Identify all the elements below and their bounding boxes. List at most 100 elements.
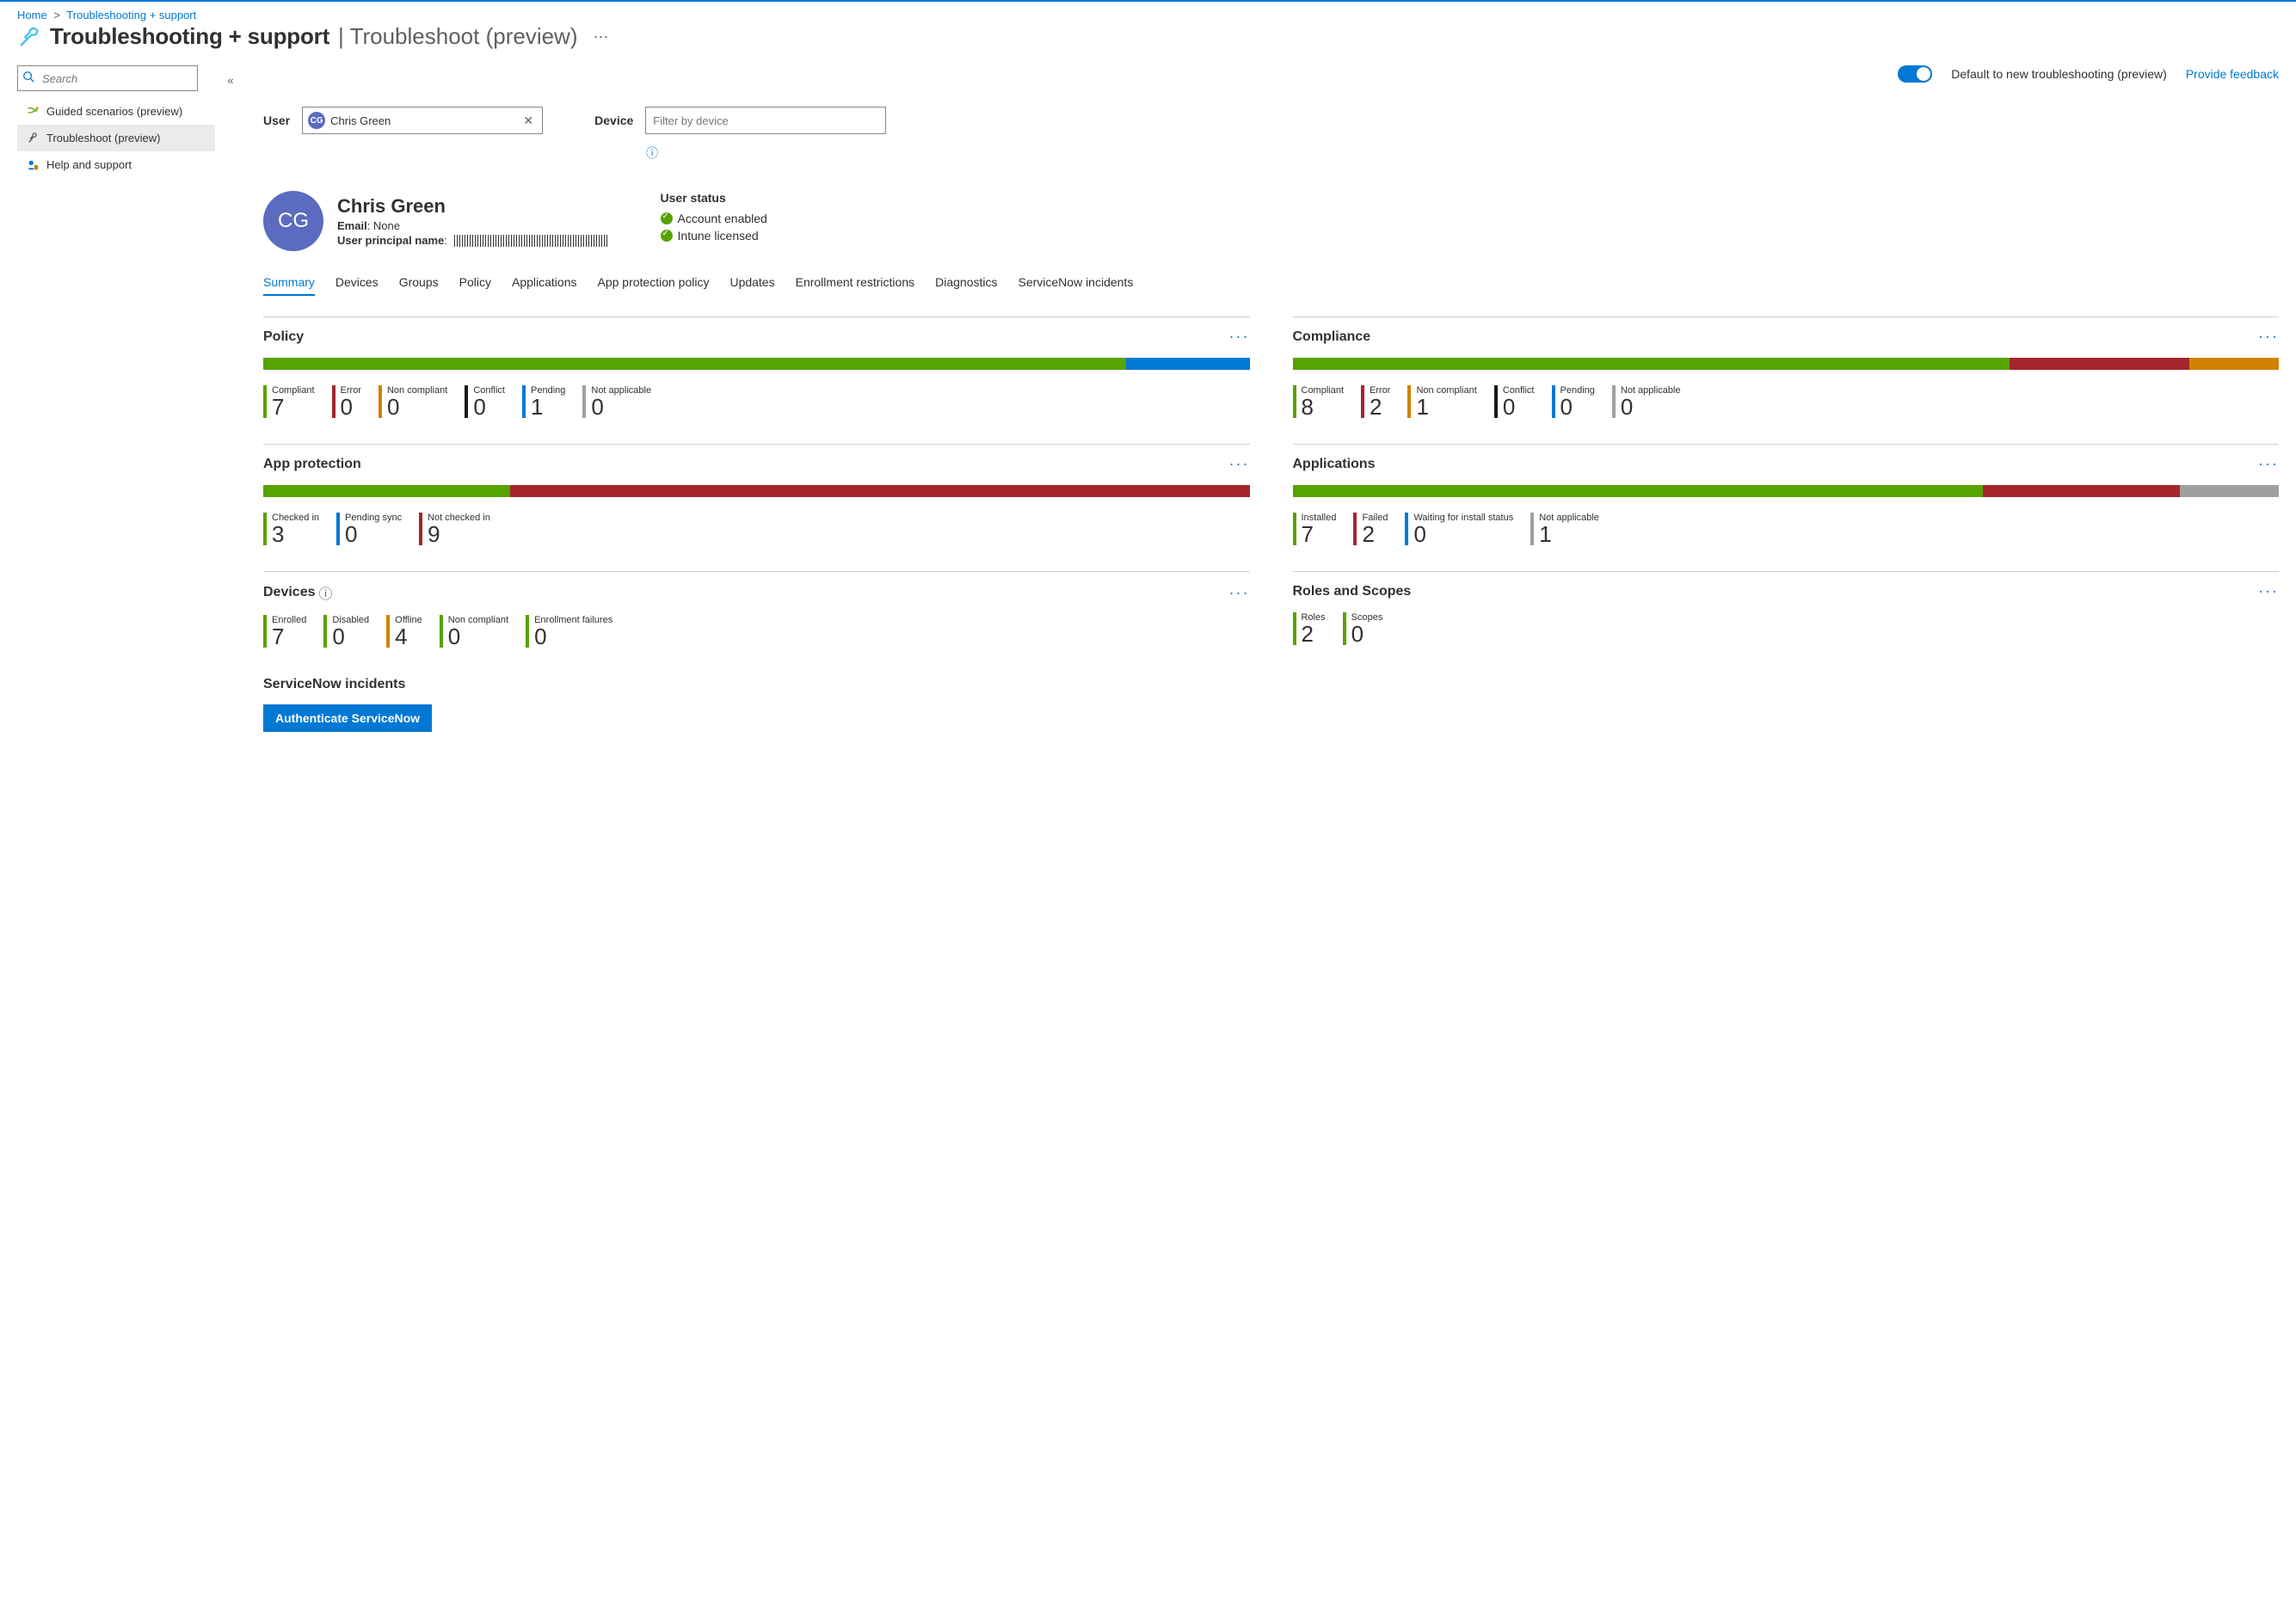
stat-value: 0 xyxy=(345,523,402,545)
compliance-card: Compliance ··· Compliant8 Error2 Non complia… xyxy=(1293,316,2280,418)
stat-scopes[interactable]: Scopes0 xyxy=(1343,612,1383,645)
tab-updates[interactable]: Updates xyxy=(729,270,774,296)
sidebar-item-guided-scenarios[interactable]: Guided scenarios (preview) xyxy=(17,98,215,125)
wrench-icon xyxy=(26,132,40,144)
user-principal-name: User principal name: xyxy=(337,234,609,248)
guided-scenarios-icon xyxy=(26,106,40,118)
tab-devices[interactable]: Devices xyxy=(335,270,379,296)
card-title: Roles and Scopes xyxy=(1293,584,1412,599)
stat-value: 1 xyxy=(1539,523,1599,545)
tab-diagnostics[interactable]: Diagnostics xyxy=(935,270,997,296)
device-info-icon[interactable]: ⓘ xyxy=(646,144,658,162)
stat-compliant[interactable]: Compliant8 xyxy=(1293,385,1345,418)
policy-card: Policy···Compliant7Error0Non compliant0C… xyxy=(263,316,1250,418)
stat-not-applicable[interactable]: Not applicable0 xyxy=(582,385,651,418)
card-title: Compliance xyxy=(1293,329,1371,345)
tab-enrollment-restrictions[interactable]: Enrollment restrictions xyxy=(796,270,915,296)
card-menu-icon[interactable]: ··· xyxy=(2258,582,2279,600)
servicenow-title: ServiceNow incidents xyxy=(263,677,2279,692)
card-menu-icon[interactable]: ··· xyxy=(1229,584,1250,602)
stat-checked-in[interactable]: Checked in3 xyxy=(263,513,319,545)
stat-offline[interactable]: Offline4 xyxy=(386,615,422,648)
card-menu-icon[interactable]: ··· xyxy=(1229,328,1250,346)
clear-user-chip-icon[interactable]: ✕ xyxy=(520,114,537,128)
sidebar-item-label: Guided scenarios (preview) xyxy=(46,105,182,118)
stat-value: 7 xyxy=(272,396,315,418)
card-title: Applications xyxy=(1293,457,1376,472)
sidebar-item-troubleshoot[interactable]: Troubleshoot (preview) xyxy=(17,125,215,151)
tabs: Summary Devices Groups Policy Applications Ap… xyxy=(263,270,2279,296)
card-menu-icon[interactable]: ··· xyxy=(2258,455,2279,473)
stat-value: 1 xyxy=(531,396,565,418)
check-icon xyxy=(661,230,673,242)
sidebar: Guided scenarios (preview) Troubleshoot … xyxy=(17,65,215,732)
applications-card: Applications ··· Installed7 Failed2 Waiting … xyxy=(1293,444,2280,545)
stat-failed[interactable]: Failed2 xyxy=(1353,513,1388,545)
provide-feedback-link[interactable]: Provide feedback xyxy=(2186,67,2279,81)
stat-non-compliant[interactable]: Non compliant1 xyxy=(1407,385,1476,418)
tab-policy[interactable]: Policy xyxy=(459,270,491,296)
page-title: Troubleshooting + support xyxy=(50,23,329,50)
tab-app-protection-policy[interactable]: App protection policy xyxy=(597,270,709,296)
stat-error[interactable]: Error0 xyxy=(332,385,361,418)
stat-non-compliant[interactable]: Non compliant0 xyxy=(440,615,508,648)
breadcrumb-home[interactable]: Home xyxy=(17,9,47,22)
stat-enrolled[interactable]: Enrolled7 xyxy=(263,615,306,648)
stat-value: 2 xyxy=(1370,396,1390,418)
stat-error[interactable]: Error2 xyxy=(1361,385,1390,418)
default-troubleshooting-toggle[interactable] xyxy=(1898,65,1932,83)
stat-conflict[interactable]: Conflict0 xyxy=(465,385,505,418)
stat-compliant[interactable]: Compliant7 xyxy=(263,385,315,418)
stat-not-applicable[interactable]: Not applicable0 xyxy=(1612,385,1681,418)
stat-roles[interactable]: Roles2 xyxy=(1293,612,1326,645)
user-filter-input[interactable]: CG Chris Green ✕ xyxy=(302,107,543,134)
stat-value: 0 xyxy=(591,396,651,418)
stat-installed[interactable]: Installed7 xyxy=(1293,513,1337,545)
search-icon xyxy=(22,71,34,85)
stat-pending[interactable]: Pending0 xyxy=(1552,385,1595,418)
stat-not-checked-in[interactable]: Not checked in9 xyxy=(419,513,490,545)
card-menu-icon[interactable]: ··· xyxy=(2258,328,2279,346)
tab-servicenow-incidents[interactable]: ServiceNow incidents xyxy=(1018,270,1133,296)
device-filter-input[interactable] xyxy=(645,107,886,134)
stat-value: 0 xyxy=(387,396,447,418)
breadcrumb-current[interactable]: Troubleshooting + support xyxy=(66,9,196,22)
troubleshoot-icon xyxy=(17,25,41,49)
overflow-icon[interactable]: ··· xyxy=(594,28,609,46)
tab-applications[interactable]: Applications xyxy=(512,270,577,296)
stat-enrollment-failures[interactable]: Enrollment failures0 xyxy=(526,615,612,648)
stat-not-applicable[interactable]: Not applicable1 xyxy=(1530,513,1599,545)
user-avatar: CG xyxy=(263,191,323,251)
user-status-title: User status xyxy=(661,191,767,205)
tab-groups[interactable]: Groups xyxy=(399,270,439,296)
authenticate-servicenow-button[interactable]: Authenticate ServiceNow xyxy=(263,704,432,732)
redacted-upn xyxy=(454,235,609,247)
stat-non-compliant[interactable]: Non compliant0 xyxy=(379,385,447,418)
stat-value: 0 xyxy=(448,625,508,648)
user-display-name: Chris Green xyxy=(337,195,609,218)
app-protection-card: App protection ··· Checked in3 Pending sync… xyxy=(263,444,1250,545)
stat-pending-sync[interactable]: Pending sync0 xyxy=(336,513,402,545)
stat-pending[interactable]: Pending1 xyxy=(522,385,565,418)
stat-disabled[interactable]: Disabled0 xyxy=(323,615,369,648)
stat-waiting-for-install-status[interactable]: Waiting for install status0 xyxy=(1405,513,1513,545)
info-icon[interactable]: ⓘ xyxy=(319,582,333,603)
stat-value: 4 xyxy=(395,625,422,648)
status-bar xyxy=(263,485,1250,497)
breadcrumb: Home > Troubleshooting + support xyxy=(17,9,2279,22)
collapse-sidebar-button[interactable]: « xyxy=(215,65,246,732)
stat-value: 8 xyxy=(1302,396,1345,418)
tab-summary[interactable]: Summary xyxy=(263,270,315,296)
roles-scopes-card: Roles and Scopes ··· Roles2 Scopes0 xyxy=(1293,571,2280,648)
card-menu-icon[interactable]: ··· xyxy=(1229,455,1250,473)
stat-conflict[interactable]: Conflict0 xyxy=(1494,385,1535,418)
help-support-icon xyxy=(26,159,40,171)
sidebar-item-help-support[interactable]: Help and support xyxy=(17,151,215,178)
stat-value: 0 xyxy=(1621,396,1681,418)
sidebar-search-input[interactable] xyxy=(17,65,198,91)
stat-value: 0 xyxy=(1351,623,1383,645)
card-title: Devices ⓘ xyxy=(263,582,333,603)
status-intune-licensed: Intune licensed xyxy=(661,229,767,243)
card-title: App protection xyxy=(263,457,361,472)
stat-value: 2 xyxy=(1302,623,1326,645)
